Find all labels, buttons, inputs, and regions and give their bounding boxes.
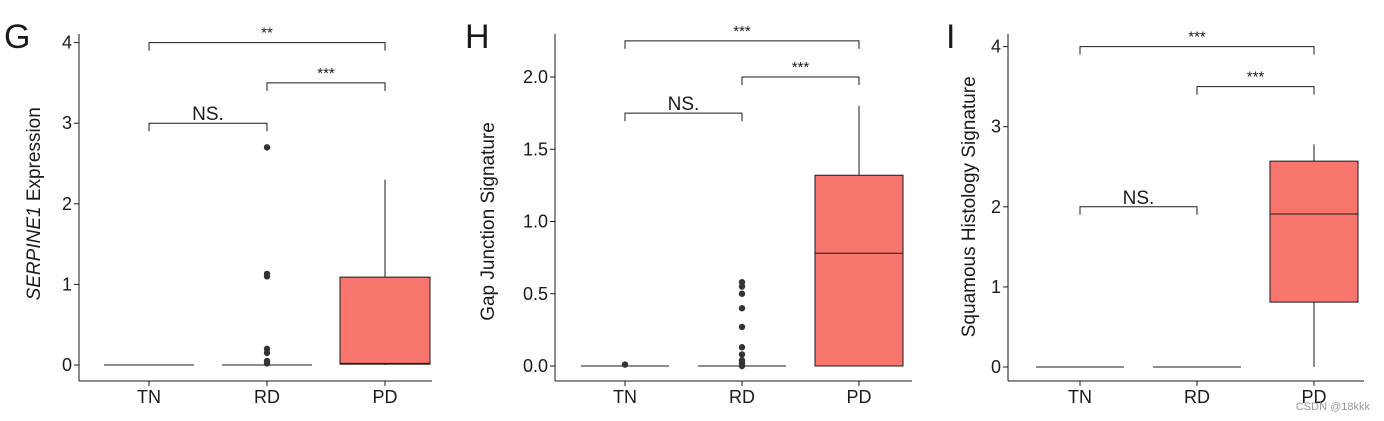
- panel-letter: I: [946, 18, 955, 56]
- significance-label: ***: [792, 59, 810, 76]
- significance-tn-rd: NS.: [148, 104, 268, 132]
- significance-label: **: [261, 25, 273, 42]
- x-tick-label-tn: TN: [613, 387, 637, 407]
- outlier-point: [738, 290, 746, 297]
- significance-tn-pd: ***: [624, 23, 860, 49]
- significance-tn-pd: **: [148, 25, 386, 51]
- x-tick-label-pd: PD: [846, 387, 871, 407]
- y-axis-title-text: Expression: [24, 107, 45, 206]
- significance-bracket: [148, 42, 386, 51]
- y-tick-label: 1: [991, 277, 1001, 297]
- y-tick-label: 1.5: [523, 139, 548, 159]
- significance-bracket: [1079, 46, 1315, 55]
- outlier-point: [738, 323, 746, 331]
- x-tick-label-tn: TN: [1068, 387, 1092, 407]
- box-pd: [1269, 144, 1359, 367]
- significance-bracket: [1079, 206, 1198, 215]
- x-tick-label-pd: PD: [1301, 387, 1326, 407]
- y-tick-label: 1.0: [523, 212, 548, 232]
- x-tick-label-pd: PD: [372, 387, 397, 407]
- x-tick-label-rd: RD: [254, 387, 280, 407]
- y-axis-title: Gap Junction Signature: [478, 122, 499, 321]
- significance-tn-rd: NS.: [624, 94, 743, 122]
- significance-bracket: [741, 76, 860, 85]
- x-tick-label-rd: RD: [729, 387, 755, 407]
- x-tick-label-tn: TN: [137, 387, 161, 407]
- significance-rd-pd: ***: [741, 59, 860, 85]
- watermark: CSDN @18kkk: [1295, 401, 1370, 413]
- significance-label: ***: [317, 65, 335, 82]
- outlier-point: [263, 357, 271, 365]
- panel-letter: H: [465, 18, 490, 56]
- panel-i: I 0 1 2 3 4 TN RD PD Squamous Histology Signature…: [946, 18, 1364, 407]
- y-tick-label: 0: [991, 357, 1001, 377]
- y-tick-label: 2: [62, 194, 72, 214]
- y-axis-title-text: Gap Junction Signature: [478, 122, 499, 321]
- y-tick-label: 0: [62, 355, 72, 375]
- outlier-point: [263, 144, 271, 151]
- significance-label: ***: [1188, 29, 1206, 46]
- y-tick-label: 3: [62, 113, 72, 133]
- y-tick-label: 0.5: [523, 284, 548, 304]
- outlier-point: [263, 270, 271, 278]
- significance-bracket: [1196, 86, 1315, 95]
- significance-label: ***: [1247, 69, 1265, 86]
- box-pd: [339, 179, 431, 365]
- y-tick-label: 0.0: [523, 356, 548, 376]
- x-tick-label-rd: RD: [1184, 387, 1210, 407]
- outlier-point: [738, 305, 746, 312]
- outlier-point: [621, 361, 629, 368]
- box-tn: [581, 361, 669, 368]
- y-axis-title-gene: SERPINE1: [24, 206, 45, 300]
- significance-rd-pd: ***: [266, 65, 386, 91]
- y-tick-label: 2.0: [523, 67, 548, 87]
- y-axis-title: Squamous Histology Signature: [959, 76, 980, 337]
- y-tick-label: 1: [62, 274, 72, 294]
- box-pd: [814, 105, 904, 367]
- significance-label: NS.: [192, 104, 224, 125]
- outlier-point: [738, 344, 746, 351]
- significance-tn-pd: ***: [1079, 29, 1315, 55]
- significance-tn-rd: NS.: [1079, 188, 1198, 215]
- y-tick-label: 4: [991, 37, 1001, 57]
- box-iqr: [1269, 160, 1359, 303]
- significance-rd-pd: ***: [1196, 69, 1315, 95]
- box-iqr: [339, 276, 431, 365]
- y-axis-title-text: Squamous Histology Signature: [959, 76, 980, 337]
- y-tick-label: 3: [991, 117, 1001, 137]
- outlier-point: [738, 351, 746, 358]
- outlier-point: [738, 357, 746, 364]
- box-rd: [698, 278, 786, 370]
- significance-bracket: [624, 40, 860, 49]
- significance-label: NS.: [1123, 188, 1155, 209]
- y-tick-label: 2: [991, 197, 1001, 217]
- y-tick-label: 4: [62, 33, 72, 53]
- panel-h: H 0.0 0.5 1.0 1.5 2.0 TN RD PD Gap Junction Signa…: [465, 18, 912, 407]
- significance-bracket: [266, 82, 386, 91]
- significance-label: ***: [733, 23, 751, 40]
- box-iqr: [814, 174, 904, 367]
- box-rd: [222, 144, 312, 367]
- significance-bracket: [148, 122, 268, 132]
- significance-label: NS.: [668, 94, 700, 115]
- outlier-point: [738, 278, 746, 286]
- significance-bracket: [624, 112, 743, 122]
- panel-letter: G: [4, 18, 30, 56]
- outlier-point: [263, 345, 271, 353]
- y-axis-title: SERPINE1 Expression: [24, 107, 45, 300]
